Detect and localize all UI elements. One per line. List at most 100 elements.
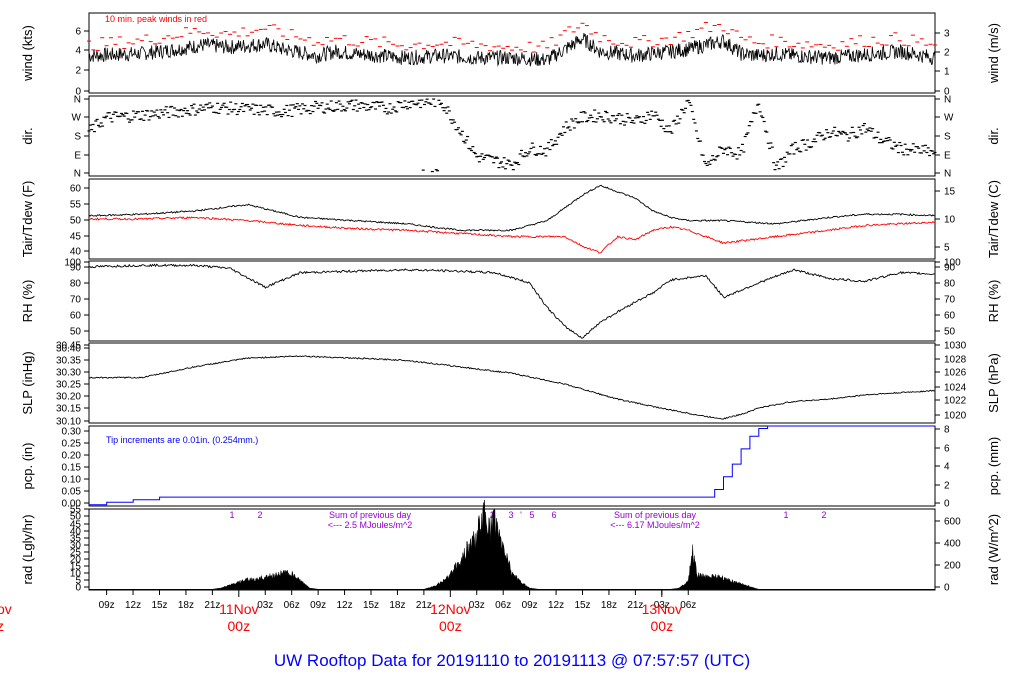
x-tick-label: 21z <box>204 600 220 611</box>
temp-ylabel-left: Tair/Tdew (F) <box>20 181 35 258</box>
slp-left-tick-label: 30.20 <box>56 392 81 403</box>
slp-right-tick-label: 1024 <box>944 383 967 394</box>
rad-sky-mark: 2 <box>821 510 826 520</box>
rad-left-tick-label: 35 <box>70 534 82 545</box>
pcp-right-tick-label: 2 <box>944 481 950 492</box>
slp-right-tick-label: 1022 <box>944 396 967 407</box>
wind-right-tick-label: 0 <box>944 87 950 98</box>
x-tick-label: 03z <box>257 600 273 611</box>
rh-frame <box>88 260 936 342</box>
x-axis: 09z 12z 15z 18z 21z 03z 06z 09z 12z 15z 18z 21z 03z 0… <box>0 590 696 634</box>
dew-point-line <box>88 216 936 254</box>
rad-sum-note-line2: <--- 2.5 MJoules/m^2 <box>328 520 413 530</box>
pcp-right-tick-label: 0 <box>944 499 950 510</box>
dir-right-tick-label: N <box>944 169 951 180</box>
x-tick-label: 09z <box>99 600 115 611</box>
x-date-label-clipped-day: ov <box>0 601 12 617</box>
pcp-left-tick-label: 0.10 <box>62 475 82 486</box>
x-tick-label: 15z <box>151 600 167 611</box>
wind-frame <box>88 12 936 94</box>
slp-right-tick-label: 1020 <box>944 411 967 422</box>
rad-left-tick-label: 20 <box>70 555 82 566</box>
rh-right-tick-label: 60 <box>944 311 956 322</box>
slp-right-tick-label: 1030 <box>944 341 967 352</box>
rad-sky-mark: 3 <box>508 510 513 520</box>
slp-right-tick-label: 1026 <box>944 368 967 379</box>
temp-right-tick-label: 10 <box>944 215 956 226</box>
x-tick-label: 06z <box>680 600 696 611</box>
rad-sky-mark: 1 <box>783 510 788 520</box>
wind-ylabel-left: wind (kts) <box>20 25 35 82</box>
slp-line <box>88 355 936 420</box>
slp-left-tick-label: 30.40 <box>56 344 81 355</box>
x-tick-label: 03z <box>469 600 485 611</box>
rh-line <box>88 263 936 339</box>
dir-left-tick-label: E <box>74 151 81 162</box>
wind-left-tick-label: 0 <box>75 87 81 98</box>
x-tick-label: 18z <box>389 600 405 611</box>
x-date-label-day: 13Nov <box>642 601 682 617</box>
rad-left-tick-label: 5 <box>75 576 81 587</box>
x-tick-label: 15z <box>363 600 379 611</box>
dir-left-tick-label: N <box>74 95 81 106</box>
wind-note: 10 min. peak winds in red <box>105 14 207 24</box>
rad-left-tick-label: 0 <box>75 583 81 594</box>
x-tick-label: 15z <box>574 600 590 611</box>
dir-ylabel-right: dir. <box>986 127 1001 144</box>
rh-left-tick-label: 60 <box>70 311 82 322</box>
slp-ylabel-left: SLP (inHg) <box>20 351 35 414</box>
wind-ylabel-right: wind (m/s) <box>986 23 1001 84</box>
rad-left-tick-label: 30 <box>70 541 82 552</box>
rh-right-tick-label: 70 <box>944 295 956 306</box>
pcp-left-tick-label: 0.20 <box>62 451 82 462</box>
rad-sky-mark: 1 <box>229 510 234 520</box>
temp-left-tick-label: 40 <box>70 247 82 258</box>
pcp-left-tick-label: 0.25 <box>62 439 82 450</box>
rh-ylabel-left: RH (%) <box>20 280 35 323</box>
rad-frame <box>88 508 936 591</box>
wind-left-tick-label: 6 <box>75 27 81 38</box>
x-tick-label: 21z <box>627 600 643 611</box>
pcp-ylabel-right: pcp. (mm) <box>986 437 1001 496</box>
slp-left-tick-label: 30.30 <box>56 368 81 379</box>
temp-left-tick-label: 55 <box>70 200 82 211</box>
rad-sum-note-line1: Sum of previous day <box>614 510 697 520</box>
slp-left-tick-label: 30.10 <box>56 417 81 428</box>
air-temp-line <box>88 184 936 232</box>
x-tick-label: 09z <box>310 600 326 611</box>
x-tick-label: 09z <box>522 600 538 611</box>
slp-left-tick-label: 30.15 <box>56 404 81 415</box>
dir-right-tick-label: W <box>944 113 954 124</box>
dir-frame <box>88 95 936 177</box>
pcp-left-tick-label: 0.30 <box>62 427 82 438</box>
x-tick-label: 03z <box>654 600 670 611</box>
rad-sky-mark: 5 <box>529 510 534 520</box>
pcp-right-tick-label: 6 <box>944 444 950 455</box>
rad-left-tick-label: 55 <box>70 505 82 516</box>
x-tick-label: 06z <box>284 600 300 611</box>
x-date-label-clipped-hour: z <box>0 618 4 634</box>
rad-sky-mark: 6 <box>551 510 556 520</box>
rad-left-tick-label: 15 <box>70 562 82 573</box>
rad-sky-mark: 1 <box>489 510 494 520</box>
solar-radiation-area <box>89 499 935 590</box>
wind-left-tick-label: 2 <box>75 66 81 77</box>
rh-ylabel-right: RH (%) <box>986 280 1001 323</box>
rad-right-tick-label: 0 <box>944 583 950 594</box>
rad-left-tick-label: 40 <box>70 527 82 538</box>
temp-right-tick-label: 5 <box>944 243 950 254</box>
rad-sum-note-line1: Sum of previous day <box>329 510 412 520</box>
temp-left-tick-label: 45 <box>70 232 82 243</box>
rad-left-tick-label: 45 <box>70 520 82 531</box>
x-tick-label: 18z <box>178 600 194 611</box>
pcp-note: Tip increments are 0.01in. (0.254mm.) <box>106 435 258 445</box>
dir-left-tick-label: W <box>72 113 82 124</box>
slp-left-tick-label: 30.25 <box>56 380 81 391</box>
wind-left-tick-label: 4 <box>75 46 81 57</box>
dir-ylabel-left: dir. <box>20 127 35 144</box>
pcp-left-tick-label: 0.15 <box>62 463 82 474</box>
x-date-label-hour: 00z <box>439 618 462 634</box>
rh-right-tick-label: 50 <box>944 327 956 338</box>
